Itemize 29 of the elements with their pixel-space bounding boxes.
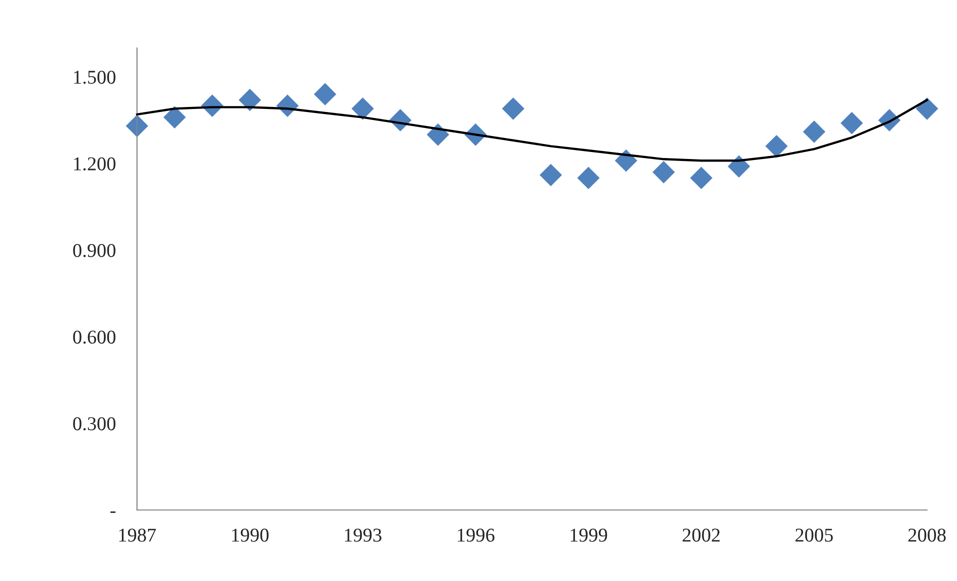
x-tick-label: 1990 (232, 528, 269, 542)
x-tick-label: 2005 (796, 528, 833, 542)
point (126, 114, 148, 138)
point (652, 160, 675, 184)
y-tick-label: - (110, 511, 116, 513)
point (352, 97, 374, 120)
point (690, 166, 712, 190)
point (314, 83, 336, 106)
x-tick-label: 2002 (682, 528, 720, 542)
y-tick-label: 0.600 (73, 330, 116, 344)
point (728, 155, 750, 178)
x-tick-label: 1987 (119, 528, 156, 542)
y-tick-label: 1.500 (74, 70, 116, 84)
y-tick-label: 0.900 (73, 244, 116, 258)
point (540, 164, 562, 186)
y-tick-label: 1.200 (74, 157, 116, 171)
point (163, 106, 186, 128)
x-tick-label: 1999 (570, 528, 608, 542)
point (840, 112, 863, 134)
x-tick-label: 1993 (344, 528, 382, 542)
x-tick-label: 2008 (908, 528, 946, 542)
x-tick-label: 1996 (458, 528, 494, 542)
point (577, 166, 600, 190)
y-tick-label: 0.300 (73, 417, 116, 430)
point (238, 88, 262, 112)
point (802, 120, 826, 143)
point (765, 134, 788, 158)
point (502, 97, 524, 120)
point (916, 97, 938, 120)
